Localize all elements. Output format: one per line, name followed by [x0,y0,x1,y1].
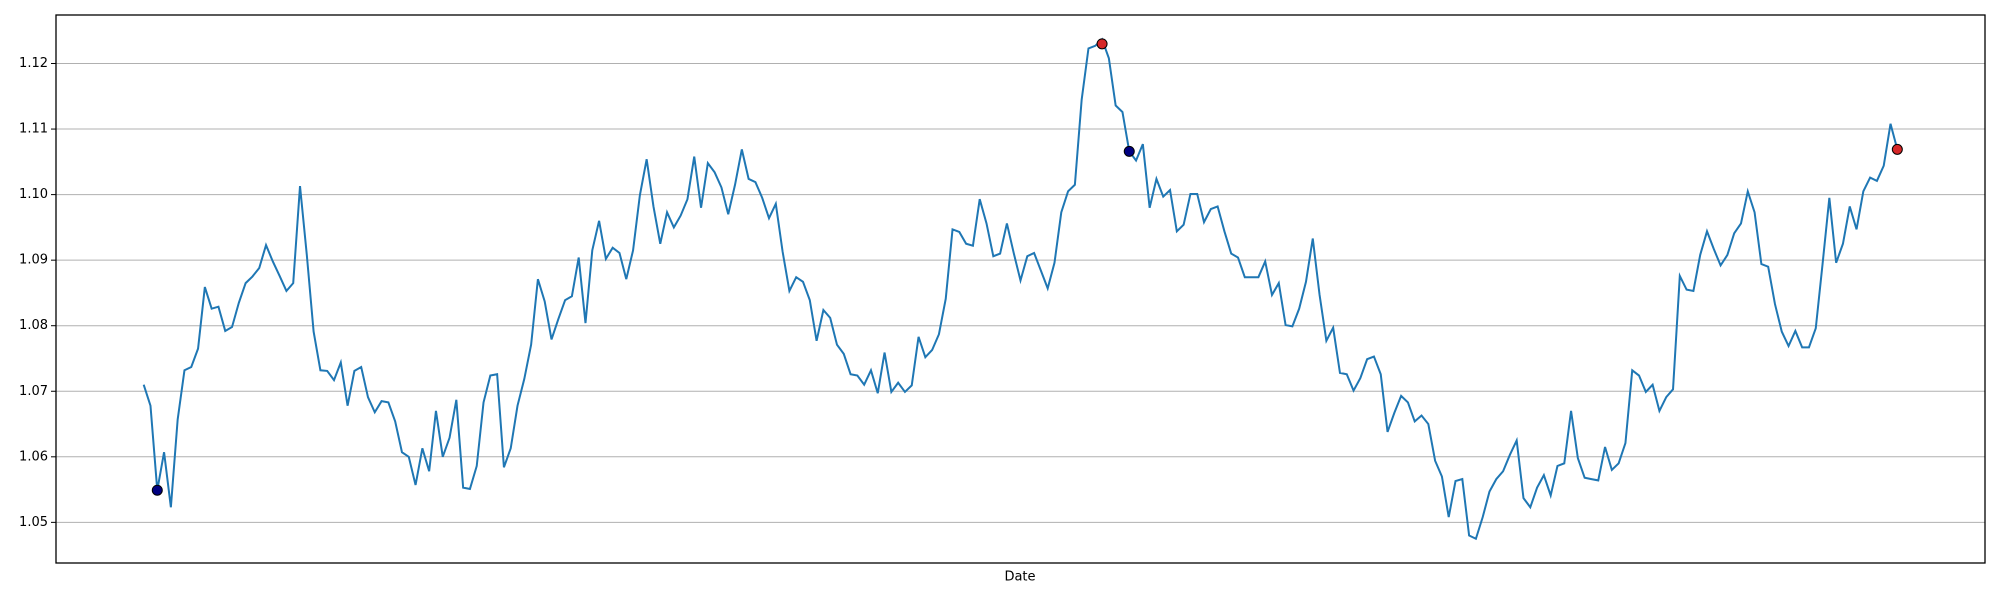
x-axis-label: Date [1004,570,1035,585]
plot-frame [55,14,1986,564]
y-tick-label: 1.10 [19,187,48,202]
y-tick-label: 1.08 [19,318,48,333]
y-tick-label: 1.06 [19,449,48,464]
line-series [142,37,1899,541]
y-tick-label: 1.12 [19,56,48,71]
signal-marker [1123,145,1135,157]
signal-marker [1891,143,1903,155]
signal-marker [1096,38,1108,50]
y-tick-label: 1.05 [19,515,48,530]
y-tick-label: 1.09 [19,253,48,268]
y-tick-label: 1.07 [19,384,48,399]
y-tick-label: 1.11 [19,122,48,137]
signal-marker [151,484,163,496]
